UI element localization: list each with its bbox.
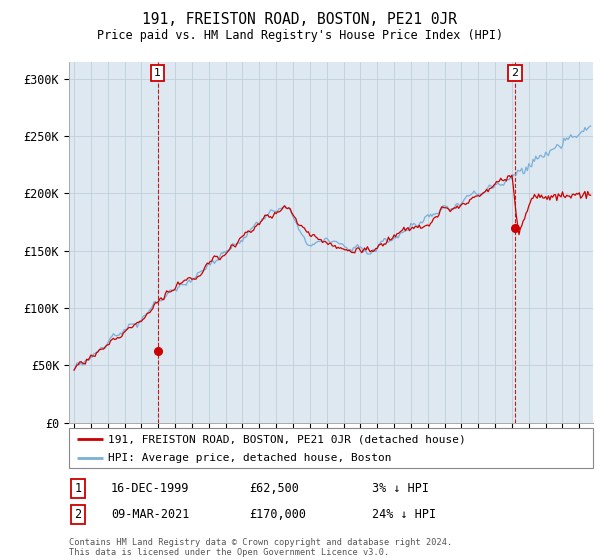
Text: 2: 2 xyxy=(74,507,82,521)
Text: 24% ↓ HPI: 24% ↓ HPI xyxy=(372,507,436,521)
Text: 2: 2 xyxy=(512,68,519,78)
Text: 3% ↓ HPI: 3% ↓ HPI xyxy=(372,482,429,496)
Text: £62,500: £62,500 xyxy=(249,482,299,496)
Text: 1: 1 xyxy=(154,68,161,78)
Text: 16-DEC-1999: 16-DEC-1999 xyxy=(111,482,190,496)
Text: 09-MAR-2021: 09-MAR-2021 xyxy=(111,507,190,521)
Text: £170,000: £170,000 xyxy=(249,507,306,521)
Text: 191, FREISTON ROAD, BOSTON, PE21 0JR: 191, FREISTON ROAD, BOSTON, PE21 0JR xyxy=(143,12,458,27)
Text: Contains HM Land Registry data © Crown copyright and database right 2024.
This d: Contains HM Land Registry data © Crown c… xyxy=(69,538,452,557)
Text: 1: 1 xyxy=(74,482,82,496)
Text: Price paid vs. HM Land Registry's House Price Index (HPI): Price paid vs. HM Land Registry's House … xyxy=(97,29,503,42)
Text: 191, FREISTON ROAD, BOSTON, PE21 0JR (detached house): 191, FREISTON ROAD, BOSTON, PE21 0JR (de… xyxy=(108,435,466,445)
Text: HPI: Average price, detached house, Boston: HPI: Average price, detached house, Bost… xyxy=(108,453,392,463)
